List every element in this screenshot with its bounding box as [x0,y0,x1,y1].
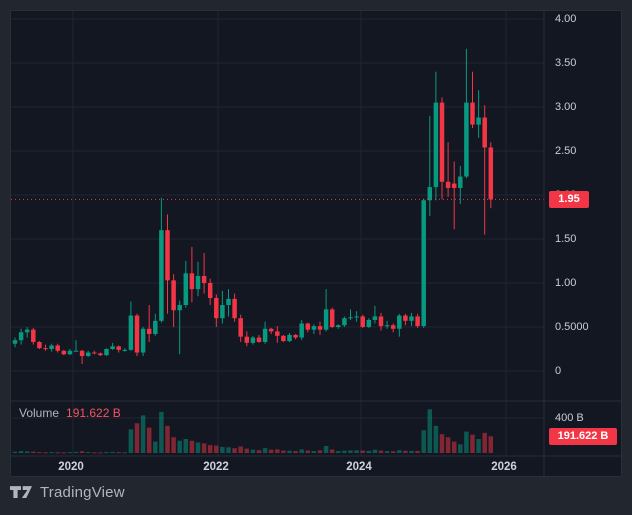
brand-name: TradingView [40,483,125,501]
year-tick: 2024 [346,461,372,473]
price-tick: 2.50 [555,145,577,157]
price-tick: 3.50 [555,57,577,69]
time-axis[interactable]: 2020 2022 2024 2026 [11,457,623,477]
last-price-badge: 1.95 [549,191,589,208]
volume-legend: Volume 191.622 B [19,406,121,420]
price-tick: 1.50 [555,233,577,245]
year-tick: 2022 [203,461,229,473]
volume-tick: 400 B [555,412,584,424]
price-axis[interactable]: 4.00 3.50 3.00 2.50 2.00 1.50 1.00 0.500… [545,11,622,456]
price-tick: 0.5000 [555,321,589,333]
price-tick: 4.00 [555,13,577,25]
candlestick-chart[interactable] [11,11,621,476]
volume-legend-value: 191.622 B [66,406,121,420]
volume-legend-label: Volume [19,406,60,420]
price-tick: 3.00 [555,101,577,113]
last-volume-badge: 191.622 B [549,428,617,445]
year-tick: 2020 [58,461,84,473]
price-tick: 0 [555,365,562,377]
price-tick: 1.00 [555,277,577,289]
tradingview-logo-icon[interactable] [10,485,32,500]
footer: TradingView [10,481,125,503]
year-tick: 2026 [491,461,517,473]
chart-widget[interactable]: Volume 191.622 B 4.00 3.50 3.00 2.50 2.00… [10,10,622,477]
